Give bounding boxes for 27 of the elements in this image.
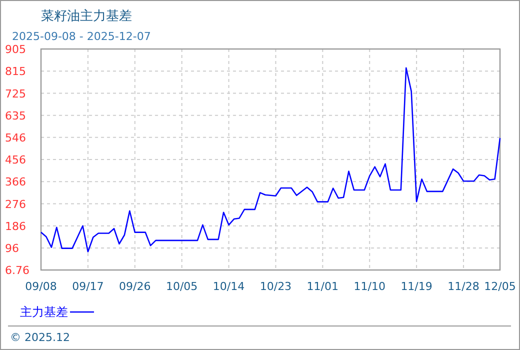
y-tick-label: 366 xyxy=(5,176,26,189)
x-tick-label: 12/05 xyxy=(484,280,516,293)
y-tick-label: 546 xyxy=(5,131,26,144)
x-tick-label: 11/28 xyxy=(448,280,480,293)
y-tick-label: 725 xyxy=(5,87,26,100)
legend-label: 主力基差 xyxy=(20,305,68,319)
y-tick-label: 456 xyxy=(5,153,26,166)
y-tick-label: 96 xyxy=(5,242,19,256)
chart-title: 菜籽油主力基差 xyxy=(41,8,132,24)
x-tick-label: 11/19 xyxy=(400,280,432,293)
y-tick-label: 635 xyxy=(5,109,26,122)
chart-subtitle: 2025-09-08 - 2025-12-07 xyxy=(12,30,151,43)
x-tick-label: 10/14 xyxy=(212,280,245,293)
y-tick-label: 6.76 xyxy=(5,264,30,277)
x-tick-label: 09/08 xyxy=(25,280,57,293)
y-tick-label: 815 xyxy=(5,65,26,78)
line-series xyxy=(40,67,501,252)
y-tick-label: 905 xyxy=(5,43,26,56)
x-tick-label: 10/05 xyxy=(166,280,198,293)
x-tick-label: 09/17 xyxy=(72,280,104,293)
y-tick-label: 276 xyxy=(5,198,26,211)
x-tick-label: 11/01 xyxy=(306,280,339,293)
x-tick-label: 11/10 xyxy=(354,280,386,293)
y-tick-label: 186 xyxy=(5,220,26,233)
x-tick-label: 09/26 xyxy=(119,280,151,293)
text: © 2025.12 xyxy=(10,331,70,344)
x-tick-label: 10/23 xyxy=(260,280,292,293)
